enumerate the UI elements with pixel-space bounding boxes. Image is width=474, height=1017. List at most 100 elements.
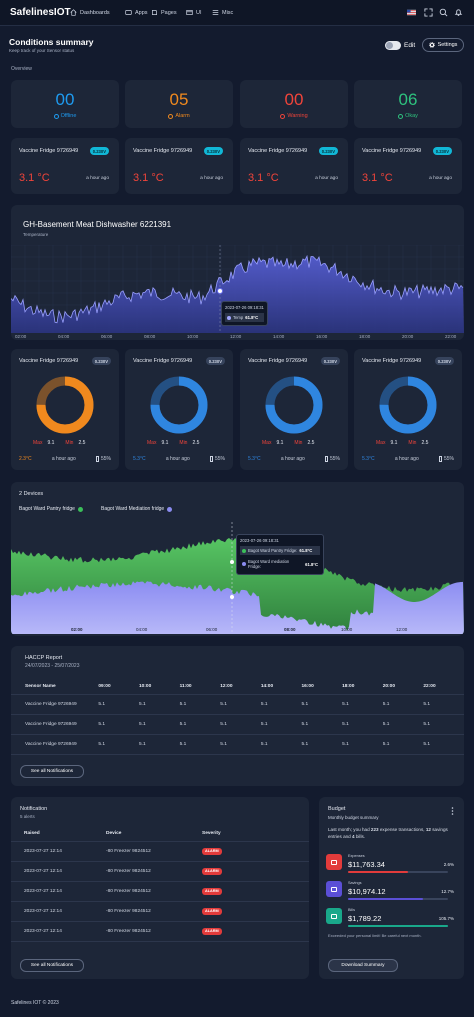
settings-button[interactable]: Settings xyxy=(422,38,464,52)
current-temperature: 5.3°C xyxy=(133,456,146,462)
max-value: 9.1 xyxy=(47,440,55,446)
edit-toggle[interactable] xyxy=(385,41,401,50)
max-label: Max xyxy=(262,440,272,446)
min-label: Min xyxy=(179,440,188,446)
column-header: Sensor Name xyxy=(11,680,99,695)
nav-label: Pages xyxy=(161,9,177,16)
table-row[interactable]: 2023-07-27 12:14 -80 Freezer 9824512 ALA… xyxy=(11,861,309,882)
stat-card-okay[interactable]: 06 Okay xyxy=(354,80,462,128)
fridge-card[interactable]: Vaccine Fridge 9726949 0.230V 3.1 °C a h… xyxy=(11,138,119,194)
battery-icon xyxy=(209,456,213,462)
desc-count: 223 xyxy=(370,827,379,832)
table-cell: 5.1 xyxy=(98,694,139,715)
max-label: Max xyxy=(33,440,43,446)
stat-label: Warning xyxy=(287,113,308,119)
min-value: 2.5 xyxy=(192,440,200,446)
voltage-badge: 0.230V xyxy=(89,147,109,155)
stat-card-alarm[interactable]: 05 Alarm xyxy=(125,80,233,128)
current-temperature: 5.3°C xyxy=(362,456,375,462)
fridge-name: Vaccine Fridge 9726949 xyxy=(248,148,308,154)
nav-apps[interactable]: Apps xyxy=(125,9,148,16)
wifi-off-icon xyxy=(53,113,59,119)
us-flag-icon[interactable] xyxy=(407,8,416,17)
budget-card: Budget Monthly budget summary Last month… xyxy=(319,797,464,979)
fridge-gauge-card[interactable]: Vaccine Fridge 9726949 0.230V Max 9.1 Min 2… xyxy=(240,349,348,470)
fridge-gauge-card[interactable]: Vaccine Fridge 9726949 0.230V Max 9.1 Min 2… xyxy=(11,349,119,470)
last-updated: a hour ago xyxy=(86,176,109,181)
nav-dashboards[interactable]: Dashboards xyxy=(70,9,110,16)
haccp-report-card: HACCP Report 24/07/2023 - 25/07/2023 Sen… xyxy=(11,646,464,786)
nav-ui[interactable]: UI xyxy=(186,9,202,16)
column-header: 16:00 xyxy=(301,680,343,695)
stat-label: Okay xyxy=(405,113,418,119)
battery-level: 55% xyxy=(329,456,340,462)
table-cell: 5.1 xyxy=(138,694,180,715)
temperature-chart-card: GH-Basement Meat Dishwasher 6221391 Temp… xyxy=(11,205,464,340)
search-icon[interactable] xyxy=(439,8,448,17)
table-row[interactable]: 2023-07-27 12:14 -80 Freezer 9824512 ALA… xyxy=(11,881,309,902)
battery-level: 55% xyxy=(214,456,225,462)
table-cell: 5.1 xyxy=(220,714,261,735)
fullscreen-icon[interactable] xyxy=(424,8,433,17)
stat-card-offline[interactable]: 00 Offline xyxy=(11,80,119,128)
budget-percent: 105.7% xyxy=(438,916,454,921)
last-updated: a hour ago xyxy=(51,456,76,462)
devices-chart[interactable]: 02:00 04:00 06:00 08:00 10:00 12:00 xyxy=(11,522,464,636)
last-updated: a hour ago xyxy=(315,176,338,181)
budget-item-bills[interactable]: Bills $1,789.22 105.7% xyxy=(326,906,456,932)
bell-icon[interactable] xyxy=(454,8,463,17)
last-updated: a hour ago xyxy=(280,456,305,462)
nav-misc[interactable]: Misc xyxy=(212,9,233,16)
temperature-chart[interactable]: 02:00 04:00 06:00 08:00 10:00 12:00 14:00 16:00… xyxy=(11,245,464,340)
budget-label: Savings xyxy=(348,881,362,885)
more-icon[interactable] xyxy=(451,807,454,815)
table-cell: 5.1 xyxy=(423,714,464,735)
legend-item[interactable]: Bagot Ward Pantry fridge xyxy=(19,506,83,512)
budget-value: $1,789.22 xyxy=(348,914,382,923)
fridge-temperature: 3.1 °C xyxy=(248,172,279,184)
table-cell: 5.1 xyxy=(98,734,139,755)
x-tick-label: 02:00 xyxy=(15,334,27,339)
brand-logo[interactable]: SafelinesIOT xyxy=(10,7,71,18)
x-tick-label: 22:00 xyxy=(445,334,457,339)
table-cell: 5.1 xyxy=(220,734,261,755)
min-label: Min xyxy=(294,440,303,446)
table-cell: Vaccine Fridge 9726949 xyxy=(11,714,99,735)
table-cell: 5.1 xyxy=(220,694,261,715)
table-row[interactable]: 2023-07-27 12:14 -80 Freezer 9824512 ALA… xyxy=(11,841,309,862)
download-summary-button[interactable]: Download Summary xyxy=(328,959,398,972)
haccp-table: Sensor Name 09:00 10:00 11:00 12:00 14:00 16:0… xyxy=(11,680,464,755)
fridge-gauge-card[interactable]: Vaccine Fridge 9726949 0.230V Max 9.1 Min 2… xyxy=(125,349,233,470)
budget-item-savings[interactable]: Savings $10,974.12 12.7% xyxy=(326,879,456,905)
table-row[interactable]: 2023-07-27 12:14 -80 Freezer 9824512 ALA… xyxy=(11,921,309,942)
table-cell: Vaccine Fridge 9726949 xyxy=(11,694,99,715)
table-cell: 5.1 xyxy=(138,714,180,735)
legend-item[interactable]: Bagot Ward Mediation fridge xyxy=(101,506,173,512)
table-row[interactable]: 2023-07-27 12:14 -80 Freezer 9824512 ALA… xyxy=(11,901,309,922)
fridge-gauge-card[interactable]: Vaccine Fridge 9726949 0.230V Max 9.1 Min 2… xyxy=(354,349,462,470)
pages-icon xyxy=(152,10,157,15)
severity-badge: ALARM xyxy=(202,867,222,875)
fridge-card[interactable]: Vaccine Fridge 9726949 0.230V 3.1 °C a h… xyxy=(354,138,462,194)
fridge-card[interactable]: Vaccine Fridge 9726949 0.230V 3.1 °C a h… xyxy=(125,138,233,194)
bills-icon xyxy=(326,908,342,924)
see-all-notifications-button[interactable]: See all Notifications xyxy=(20,765,84,778)
edit-label: Edit xyxy=(404,42,416,49)
column-header: Severity xyxy=(202,827,309,842)
nav-pages[interactable]: Pages xyxy=(151,9,177,16)
gauge-ring xyxy=(379,376,437,434)
ui-icon xyxy=(186,10,193,15)
table-cell: 5.1 xyxy=(382,734,424,755)
x-tick-label: 08:00 xyxy=(144,334,156,339)
budget-item-expenses[interactable]: Expenses $11,763.34 2.6% xyxy=(326,852,456,878)
column-header: Raised xyxy=(11,827,106,842)
raised-time: 2023-07-27 12:14 xyxy=(11,841,106,862)
tooltip-time: 2023-07-26 09:18:31 xyxy=(225,305,264,310)
table-cell: 5.1 xyxy=(179,694,221,715)
stat-card-warning[interactable]: 00 Warning xyxy=(240,80,348,128)
current-temperature: 5.3°C xyxy=(248,456,261,462)
tooltip-value: 61.8°C xyxy=(245,315,259,320)
column-header: 14:00 xyxy=(260,680,302,695)
see-all-notifications-button[interactable]: See all Notifications xyxy=(20,959,84,972)
fridge-card[interactable]: Vaccine Fridge 9726949 0.230V 3.1 °C a h… xyxy=(240,138,348,194)
